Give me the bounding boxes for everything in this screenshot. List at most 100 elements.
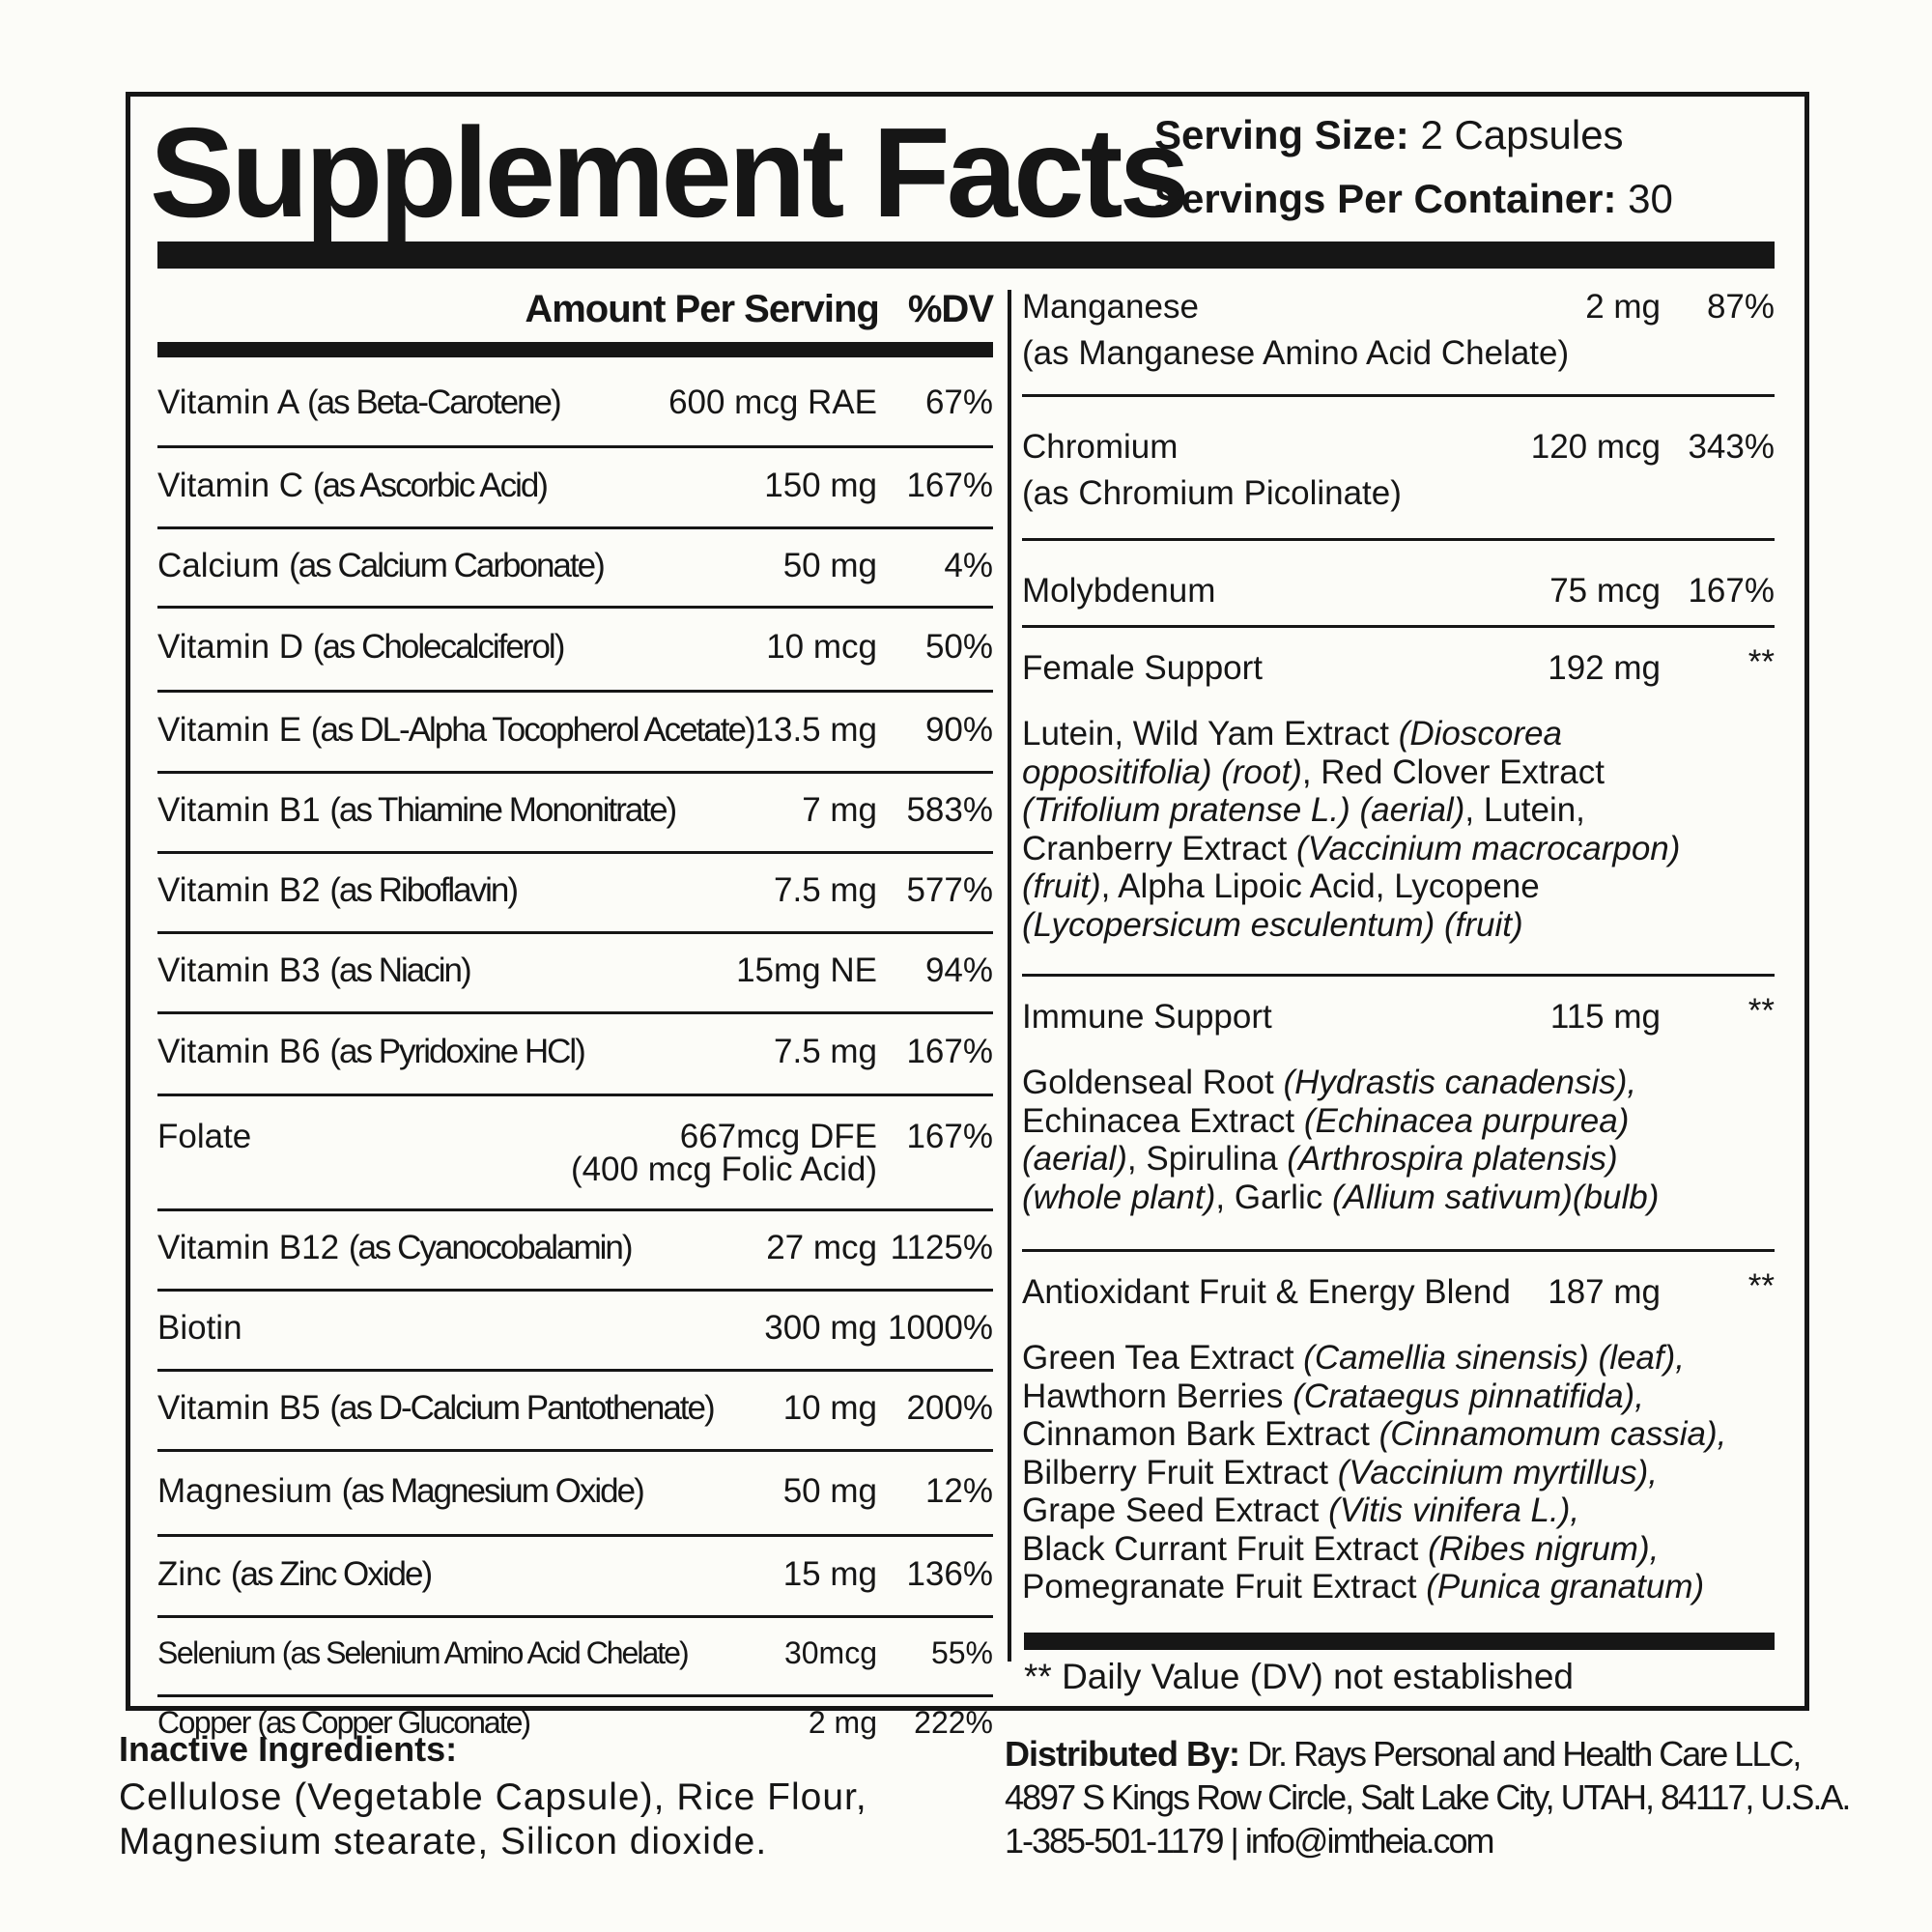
nutrient-name: Vitamin A (as Beta-Carotene) xyxy=(157,384,562,422)
footer-divider xyxy=(1024,1633,1775,1650)
nutrient-name: Vitamin B5 (as D-Calcium Pantothenate) xyxy=(157,1389,716,1428)
nutrient-row: Vitamin B6 (as Pyridoxine HCl) 7.5 mg 167% xyxy=(157,1014,993,1096)
mineral-amount: 75 mcg xyxy=(1549,572,1661,610)
nutrient-name: Selenium (as Selenium Amino Acid Chelate… xyxy=(157,1635,690,1671)
mineral-amount: 2 mg xyxy=(1585,288,1661,326)
column-headers: Amount Per Serving %DV xyxy=(157,280,994,338)
blend-amount: 187 mg xyxy=(1548,1273,1661,1311)
nutrient-dv: 94% xyxy=(924,952,993,989)
distributor-address: 4897 S Kings Row Circle, Salt Lake City,… xyxy=(1005,1777,1851,1817)
ingredient-line: (Lycopersicum esculentum) (fruit) xyxy=(1022,906,1775,945)
nutrient-amount: 15mg NE xyxy=(736,952,877,989)
mineral-row: Molybdenum 75 mcg 167% xyxy=(1022,541,1775,628)
ingredient-botanical: (Dioscorea xyxy=(1398,715,1562,753)
daily-value-note: ** Daily Value (DV) not established xyxy=(1024,1657,1574,1696)
ingredient-line: Echinacea Extract (Echinacea purpurea) xyxy=(1022,1102,1775,1141)
blend-name: Antioxidant Fruit & Energy Blend xyxy=(1022,1273,1511,1311)
ingredient-text: Grape Seed Extract xyxy=(1022,1492,1329,1529)
ingredient-line: Pomegranate Fruit Extract (Punica granat… xyxy=(1022,1568,1775,1606)
nutrient-name: Vitamin D (as Cholecalciferol) xyxy=(157,628,565,667)
mineral-list: Manganese 2 mg 87% (as Manganese Amino Acid… xyxy=(1022,280,1775,628)
nutrient-row: Vitamin B5 (as D-Calcium Pantothenate) 10… xyxy=(157,1372,993,1452)
amount-per-serving-header: Amount Per Serving xyxy=(525,287,880,330)
nutrient-row: Copper (as Copper Gluconate) 2 mg 222% xyxy=(157,1697,993,1755)
supplement-facts-panel xyxy=(126,92,1809,1711)
nutrient-dv: 136% xyxy=(906,1555,993,1593)
mineral-dv: 167% xyxy=(1688,572,1775,610)
nutrient-source: (as DL-Alpha Tocopherol Acetate) xyxy=(310,711,756,749)
nutrient-dv: 55% xyxy=(930,1635,993,1670)
nutrient-name-text: Zinc xyxy=(157,1555,222,1593)
ingredient-botanical: (Vitis vinifera L.), xyxy=(1328,1492,1580,1529)
nutrient-source: (as D-Calcium Pantothenate) xyxy=(329,1389,715,1427)
nutrient-list: Vitamin A (as Beta-Carotene) 600 mcg RAE 6… xyxy=(157,363,993,1755)
nutrient-name-text: Vitamin B5 xyxy=(157,1389,321,1427)
nutrient-source: (as Magnesium Oxide) xyxy=(341,1472,645,1510)
nutrient-amount: 150 mg xyxy=(764,467,877,504)
nutrient-source: (as Beta-Carotene) xyxy=(307,384,562,421)
distributor-name: Dr. Rays Personal and Health Care LLC, xyxy=(1247,1734,1802,1774)
nutrient-dv: 222% xyxy=(914,1705,993,1740)
nutrient-amount: 600 mcg RAE xyxy=(668,384,877,421)
ingredient-botanical: (aerial) xyxy=(1022,1140,1127,1178)
nutrient-amount: 7.5 mg xyxy=(774,871,877,909)
nutrient-name-text: Vitamin B3 xyxy=(157,952,321,989)
nutrient-amount: 300 mg xyxy=(764,1309,877,1347)
ingredient-botanical: (Vaccinium myrtillus), xyxy=(1337,1453,1658,1492)
nutrient-row: Zinc (as Zinc Oxide) 15 mg 136% xyxy=(157,1537,993,1618)
nutrient-name: Vitamin B12 (as Cyanocobalamin) xyxy=(157,1229,634,1267)
nutrient-source: (as Riboflavin) xyxy=(329,871,519,909)
nutrient-name: Vitamin B1 (as Thiamine Mononitrate) xyxy=(157,791,677,830)
mineral-name: Molybdenum xyxy=(1022,572,1216,610)
nutrient-row: Vitamin B3 (as Niacin) 15mg NE 94% xyxy=(157,934,993,1014)
blend-ingredients: Lutein, Wild Yam Extract (Dioscorea oppos… xyxy=(1022,715,1775,944)
nutrient-row: Vitamin B12 (as Cyanocobalamin) 27 mcg 112… xyxy=(157,1211,993,1292)
ingredient-text: , Lutein, xyxy=(1464,791,1585,829)
nutrient-row: Selenium (as Selenium Amino Acid Chelate… xyxy=(157,1618,993,1697)
ingredient-botanical: (Punica granatum) xyxy=(1426,1568,1705,1605)
ingredient-botanical: (Crataegus pinnatifida), xyxy=(1293,1377,1644,1415)
nutrient-amount: 15 mg xyxy=(782,1555,877,1593)
inactive-ingredients-heading: Inactive Ingredients: xyxy=(119,1729,458,1769)
distributor-info: Distributed By: Dr. Rays Personal and He… xyxy=(1005,1732,1851,1862)
nutrient-source: (as Niacin) xyxy=(329,952,471,989)
blend-ingredients: Green Tea Extract (Camellia sinensis) (l… xyxy=(1022,1339,1775,1606)
inactive-line: Cellulose (Vegetable Capsule), Rice Flou… xyxy=(119,1776,867,1818)
mineral-name: Manganese xyxy=(1022,288,1199,326)
blend-ingredients: Goldenseal Root (Hydrastis canadensis), E… xyxy=(1022,1064,1775,1216)
nutrient-amount: 13.5 mg xyxy=(754,711,877,749)
nutrient-row: Vitamin C (as Ascorbic Acid) 150 mg 167% xyxy=(157,448,993,529)
nutrient-name: Folate xyxy=(157,1118,251,1156)
dv-header: %DV xyxy=(907,287,994,330)
nutrient-name-text: Selenium xyxy=(157,1635,276,1670)
ingredient-text: Pomegranate Fruit Extract xyxy=(1022,1568,1427,1605)
serving-size-value: 2 Capsules xyxy=(1420,112,1624,157)
ingredient-botanical: (Trifolium pratense L.) (aerial) xyxy=(1022,791,1465,829)
nutrient-name-text: Vitamin B12 xyxy=(157,1229,340,1266)
nutrient-dv: 200% xyxy=(906,1389,993,1427)
blend-list: Female Support 192 mg ** Lutein, Wild Yam E… xyxy=(1022,628,1775,1621)
distributor-contact: 1-385-501-1179 | info@imtheia.com xyxy=(1005,1821,1495,1861)
serving-size-label: Serving Size: xyxy=(1154,112,1409,157)
ingredient-text: , Garlic xyxy=(1215,1178,1332,1216)
nutrient-name-text: Copper xyxy=(157,1705,251,1740)
nutrient-name: Vitamin C (as Ascorbic Acid) xyxy=(157,467,549,505)
distributor-line: Distributed By: Dr. Rays Personal and He… xyxy=(1005,1732,1849,1776)
nutrient-source: (as Pyridoxine HCl) xyxy=(329,1033,585,1070)
nutrient-name: Copper (as Copper Gluconate) xyxy=(157,1705,531,1741)
nutrient-dv: 50% xyxy=(924,628,993,666)
blend-block: Immune Support 115 mg ** Goldenseal Root (H… xyxy=(1022,977,1775,1252)
nutrient-row: Vitamin D (as Cholecalciferol) 10 mcg 50% xyxy=(157,609,993,693)
nutrient-dv: 12% xyxy=(924,1472,993,1510)
nutrient-source: (as Cyanocobalamin) xyxy=(348,1229,634,1266)
nutrient-amount: 2 mg xyxy=(808,1705,877,1740)
ingredient-botanical: (Ribes nigrum), xyxy=(1428,1529,1660,1568)
nutrient-name-text: Vitamin C xyxy=(157,467,304,504)
nutrient-name-text: Vitamin B1 xyxy=(157,791,321,829)
nutrient-row: Vitamin B2 (as Riboflavin) 7.5 mg 577% xyxy=(157,854,993,934)
nutrient-dv: 90% xyxy=(924,711,993,749)
nutrient-source: (as Thiamine Mononitrate) xyxy=(329,791,677,829)
header-divider xyxy=(157,242,1775,269)
nutrient-name: Zinc (as Zinc Oxide) xyxy=(157,1555,433,1594)
ingredient-botanical: (Hydrastis canadensis), xyxy=(1283,1064,1637,1101)
